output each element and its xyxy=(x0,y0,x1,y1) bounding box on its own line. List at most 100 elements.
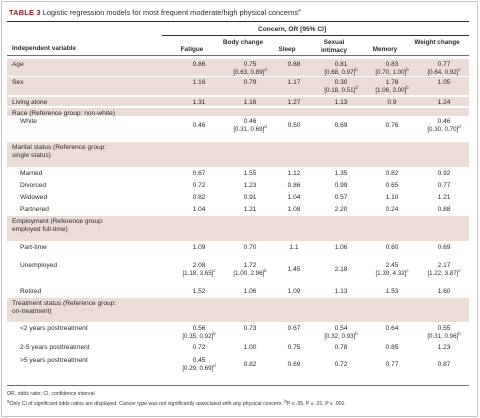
significance-mark: c xyxy=(458,267,461,273)
cell-fatigue: 0.67 xyxy=(173,170,225,178)
cell-body: 1.21 xyxy=(224,206,276,214)
cell-value: 0.87 xyxy=(437,361,451,368)
cell-ci: [0.63, 0.89] xyxy=(233,68,265,76)
row-label: Unemployed xyxy=(20,262,57,270)
cell-body: 0.79 xyxy=(224,79,276,87)
row-label-text: Retired xyxy=(20,288,42,295)
cell-memory: 0.65 xyxy=(366,182,418,190)
significance-mark: d xyxy=(458,123,461,129)
cell-value: 0.79 xyxy=(243,79,257,86)
cell-value: 0.45 xyxy=(192,357,206,364)
row-label-text: Employment (Reference group: xyxy=(12,218,104,225)
cell-weight: 0.92 xyxy=(418,170,470,178)
cell-weight: 1.05 xyxy=(418,79,470,87)
row-label-text: 2-5 years posttreatment xyxy=(20,344,90,351)
cell-value: 1.55 xyxy=(243,170,257,177)
cell-memory: 0.64 xyxy=(366,325,418,333)
cell-value: 0.30 xyxy=(334,79,348,86)
table-row: Retired 1.52 1.06 1.09 1.13 1.53 1.60 xyxy=(7,286,469,297)
cell-body: 0.73 xyxy=(224,325,276,333)
table-row: Employment (Reference group: employed ful… xyxy=(7,216,469,241)
cell-value: 0.77 xyxy=(437,61,451,68)
cell-value: 0.88 xyxy=(287,61,301,68)
cell-value: 1.24 xyxy=(437,99,451,106)
cell-ci: [0.29, 0.69] xyxy=(182,364,214,372)
cell-value: 1.23 xyxy=(243,182,257,189)
cell-value: 1.13 xyxy=(334,99,348,106)
span-header: Concern, OR [95% CI] xyxy=(258,26,327,33)
cell-body: 0.70 xyxy=(224,244,276,252)
cell-value: 0.72 xyxy=(192,344,206,351)
cell-value: 1.05 xyxy=(437,79,451,86)
cell-body: 0.91 xyxy=(224,194,276,202)
cell-value: 1.17 xyxy=(287,79,301,86)
cell-sexual: 1.13 xyxy=(315,99,367,107)
cell-body: 1.00 xyxy=(224,344,276,352)
cell-value: 0.60 xyxy=(385,244,399,251)
cell-sleep: 1.04 xyxy=(268,194,320,202)
row-label-text: Widowed xyxy=(20,194,48,201)
column-header-sleep: Sleep xyxy=(278,46,296,53)
cell-value: 1.23 xyxy=(437,344,451,351)
cell-value: 1.27 xyxy=(287,99,301,106)
row-label-text: Part-time xyxy=(20,244,47,251)
cell-ci: [1.06, 3.00] xyxy=(375,86,407,94)
row-label-text-line2: employed full-time) xyxy=(12,225,68,233)
cell-memory: 1.78 [1.06, 3.00]b xyxy=(366,79,418,95)
cell-value: 0.83 xyxy=(385,61,399,68)
cell-value: 0.72 xyxy=(334,361,348,368)
row-label-text: Age xyxy=(12,61,24,68)
cell-value: 1.08 xyxy=(287,206,301,213)
cell-weight: 1.60 xyxy=(418,288,470,296)
cell-value: 1.06 xyxy=(243,288,257,295)
cell-sleep: 1.08 xyxy=(268,206,320,214)
cell-weight: 1.21 xyxy=(418,194,470,202)
cell-ci: [0.35, 0.92] xyxy=(182,332,214,340)
table-row: Marital status (Reference group: single s… xyxy=(7,142,469,167)
cell-value: 0.65 xyxy=(385,182,399,189)
column-header-weight: Weight change xyxy=(414,39,460,46)
cell-value: 1.00 xyxy=(243,344,257,351)
cell-memory: 0.9 xyxy=(366,99,418,107)
cell-sleep: 0.67 xyxy=(268,325,320,333)
cell-value: 0.64 xyxy=(385,325,399,332)
cell-value: 1.1 xyxy=(289,244,299,251)
cell-memory: 0.85 xyxy=(366,344,418,352)
cell-value: 1.45 xyxy=(287,266,301,273)
cell-sexual: 0.54 [0.32, 0.93]b xyxy=(315,325,367,341)
span-header-underline xyxy=(162,35,469,36)
cell-ci: [1.22, 3.87] xyxy=(427,269,459,277)
table-row: Living alone 1.31 1.16 1.27 1.13 0.9 1.24 xyxy=(7,96,469,106)
cell-value: 1.52 xyxy=(192,288,206,295)
title-footnote-mark: a xyxy=(298,7,301,13)
row-label-text-line2: on-treatment) xyxy=(12,307,52,315)
significance-mark: b xyxy=(355,66,358,72)
cell-fatigue: 2.08 [1.18, 3.65]c xyxy=(173,262,225,278)
cell-value: 0.56 xyxy=(192,325,206,332)
cell-sexual: 1.06 xyxy=(315,244,367,252)
cell-value: 1.12 xyxy=(287,170,301,177)
table-title: TABLE 3 Logistic regression models for m… xyxy=(9,8,301,17)
cell-body: 0.75 [0.63, 0.89]d xyxy=(224,61,276,77)
cell-value: 0.82 xyxy=(243,361,257,368)
cell-value: 0.92 xyxy=(437,170,451,177)
cell-memory: 0.24 xyxy=(366,206,418,214)
cell-value: 0.72 xyxy=(192,182,206,189)
cell-weight: 2.17 [1.22, 3.87]c xyxy=(418,262,470,278)
cell-value: 0.82 xyxy=(385,170,399,177)
cell-value: 1.21 xyxy=(243,206,257,213)
cell-fatigue: 0.86 xyxy=(173,61,225,69)
cell-sexual: 1.35 xyxy=(315,170,367,178)
cell-sexual: 0.78 xyxy=(315,344,367,352)
cell-ci: [0.31, 0.69] xyxy=(233,125,265,133)
cell-value: 0.57 xyxy=(334,194,348,201)
cell-value: 0.77 xyxy=(385,361,399,368)
cell-fatigue: 0.46 xyxy=(173,122,225,130)
row-label-text: Sex xyxy=(12,79,24,86)
cell-value: 0.91 xyxy=(243,194,257,201)
cell-body: 1.55 xyxy=(224,170,276,178)
footnote-notes-text: Only CI of significant odds ratios are d… xyxy=(9,401,283,407)
significance-mark: b xyxy=(458,330,461,336)
cell-ci: [1.00, 2.96] xyxy=(233,269,265,277)
cell-sleep: 0.75 xyxy=(268,344,320,352)
